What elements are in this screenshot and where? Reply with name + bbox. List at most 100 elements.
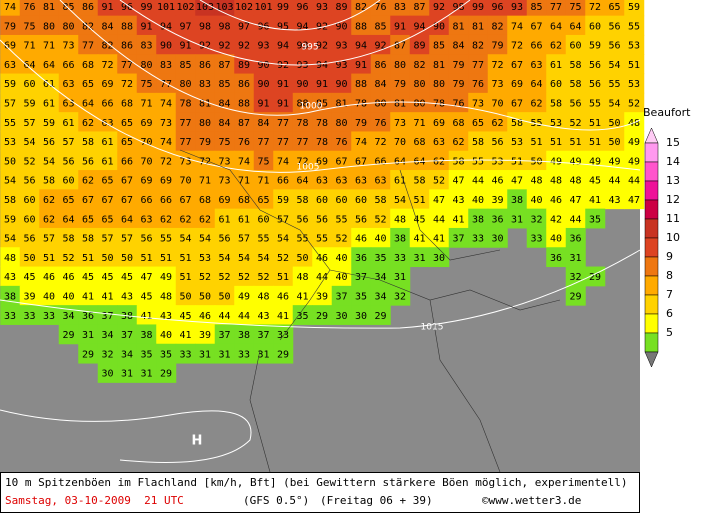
wind-cell (331, 150, 352, 171)
wind-cell (97, 15, 118, 36)
wind-value: 51 (530, 137, 542, 148)
wind-value: 43 (452, 195, 464, 206)
wind-value: 52 (257, 272, 269, 283)
wind-value: 56 (589, 79, 601, 90)
wind-value: 54 (179, 234, 191, 245)
wind-value: 72 (160, 156, 172, 167)
wind-value: 49 (238, 292, 250, 303)
wind-value: 44 (316, 272, 328, 283)
wind-value: 72 (296, 156, 308, 167)
wind-value: 65 (82, 214, 94, 225)
wind-value: 34 (62, 311, 74, 322)
footer-model: (GFS 0.5°) (243, 494, 309, 507)
wind-value: 83 (160, 60, 172, 71)
wind-cell (331, 15, 352, 36)
wind-cell (331, 73, 352, 94)
wind-value: 80 (179, 79, 191, 90)
wind-cell (156, 112, 177, 132)
wind-cell (468, 34, 489, 55)
wind-cell (370, 285, 391, 306)
wind-cell (78, 73, 99, 94)
wind-value: 68 (413, 137, 425, 148)
wind-value: 60 (62, 176, 74, 187)
wind-cell (175, 285, 196, 306)
wind-cell (136, 343, 157, 364)
wind-cell (214, 34, 235, 55)
wind-value: 61 (238, 214, 250, 225)
wind-cell (429, 92, 450, 113)
wind-cell (156, 363, 177, 383)
wind-value: 84 (452, 41, 464, 52)
wind-cell (253, 150, 274, 171)
wind-value: 70 (394, 137, 406, 148)
wind-value: 36 (82, 311, 94, 322)
wind-value: 68 (199, 195, 211, 206)
wind-value: 97 (179, 21, 191, 32)
wind-cell (214, 227, 235, 248)
wind-cell (214, 285, 235, 306)
wind-value: 63 (530, 60, 542, 71)
wind-cell (312, 170, 333, 190)
wind-value: 56 (23, 234, 35, 245)
wind-value: 79 (355, 118, 367, 129)
wind-value: 89 (413, 41, 425, 52)
wind-cell (136, 247, 157, 268)
wind-value: 81 (43, 2, 55, 13)
wind-cell (195, 34, 216, 55)
wind-cell (351, 305, 372, 325)
wind-value: 38 (4, 292, 16, 303)
wind-cell (448, 208, 469, 229)
wind-cell (175, 305, 196, 325)
wind-cell (156, 285, 177, 306)
wind-cell (429, 54, 450, 75)
wind-cell (253, 305, 274, 325)
wind-cell (39, 285, 60, 306)
footer-credit: ©www.wetter3.de (482, 494, 581, 507)
wind-value: 61 (550, 60, 562, 71)
wind-cell (370, 54, 391, 75)
wind-cell (0, 208, 21, 229)
wind-value: 80 (43, 21, 55, 32)
wind-cell (312, 0, 333, 17)
wind-value: 37 (257, 330, 269, 341)
wind-value: 40 (43, 292, 55, 303)
wind-value: 58 (511, 118, 523, 129)
wind-cell (526, 170, 547, 190)
wind-value: 93 (511, 2, 523, 13)
wind-cell (58, 208, 79, 229)
legend-arrow-top (644, 127, 659, 144)
wind-cell (507, 189, 528, 210)
wind-cell (136, 0, 157, 17)
wind-value: 66 (374, 156, 386, 167)
wind-value: 91 (355, 60, 367, 71)
wind-cell (526, 15, 547, 36)
wind-value: 64 (43, 60, 55, 71)
wind-cell (19, 73, 40, 94)
wind-value: 47 (433, 195, 445, 206)
wind-cell (409, 189, 430, 210)
wind-cell (507, 208, 528, 229)
wind-cell (39, 150, 60, 171)
wind-value: 58 (82, 137, 94, 148)
wind-cell (429, 170, 450, 190)
legend-label: 14 (666, 155, 680, 168)
wind-value: 52 (374, 214, 386, 225)
wind-cell (526, 150, 547, 171)
wind-cell (429, 15, 450, 36)
wind-cell (58, 227, 79, 248)
wind-value: 50 (179, 292, 191, 303)
wind-value: 69 (218, 195, 230, 206)
wind-value: 33 (394, 253, 406, 264)
wind-value: 62 (433, 156, 445, 167)
wind-value: 51 (82, 253, 94, 264)
wind-value: 47 (452, 176, 464, 187)
wind-value: 99 (140, 2, 152, 13)
wind-cell (78, 305, 99, 325)
wind-cell (585, 208, 606, 229)
wind-value: 91 (277, 79, 289, 90)
wind-value: 93 (335, 60, 347, 71)
wind-cell (565, 189, 586, 210)
wind-cell (136, 227, 157, 248)
wind-cell (585, 189, 606, 210)
wind-cell (58, 247, 79, 268)
